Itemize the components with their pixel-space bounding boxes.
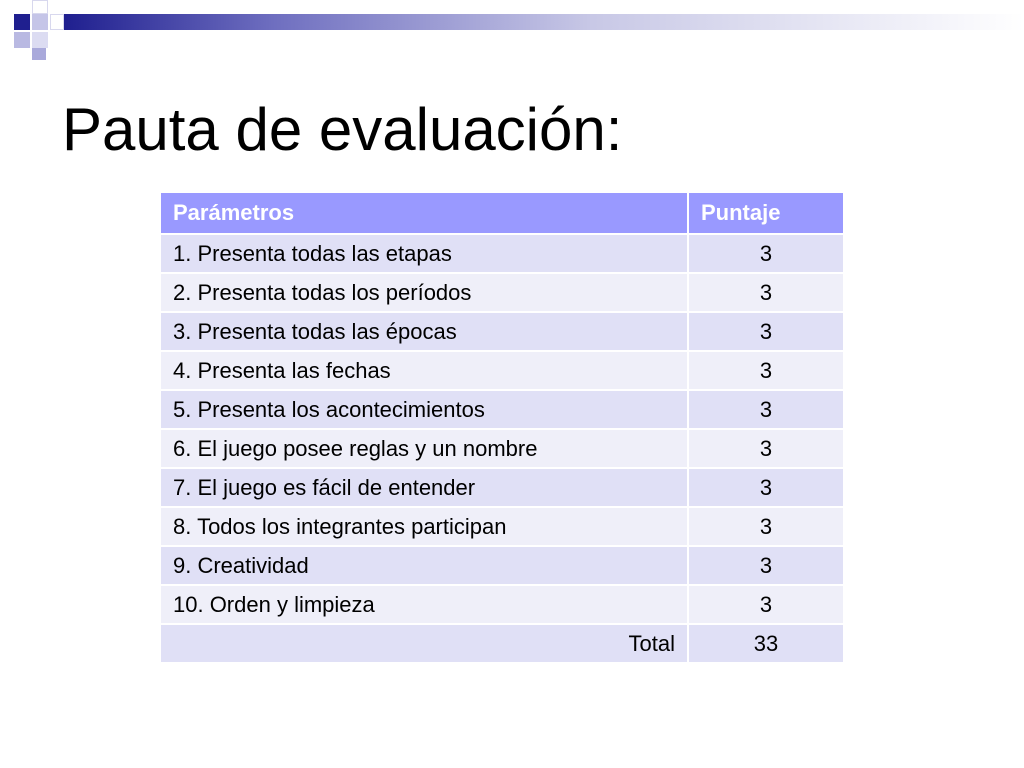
- parameter-cell: 9. Creatividad: [159, 545, 689, 586]
- table-row: 7. El juego es fácil de entender 3: [159, 467, 845, 508]
- table-header-row: Parámetros Puntaje: [159, 191, 845, 235]
- score-cell: 3: [687, 311, 845, 352]
- parameter-cell: 2. Presenta todas los períodos: [159, 272, 689, 313]
- decorative-square-light: [14, 32, 30, 48]
- decorative-square-mid: [32, 48, 46, 60]
- parameter-cell: 1. Presenta todas las etapas: [159, 233, 689, 274]
- score-cell: 3: [687, 389, 845, 430]
- decorative-gradient-bar: [64, 14, 1024, 30]
- parameter-cell: 7. El juego es fácil de entender: [159, 467, 689, 508]
- table-row: 6. El juego posee reglas y un nombre 3: [159, 428, 845, 469]
- score-cell: 3: [687, 428, 845, 469]
- decorative-square-outline: [32, 0, 48, 14]
- table-row: 9. Creatividad 3: [159, 545, 845, 586]
- column-header-parameters: Parámetros: [159, 191, 689, 235]
- parameter-cell: 6. El juego posee reglas y un nombre: [159, 428, 689, 469]
- table-row: 3. Presenta todas las épocas 3: [159, 311, 845, 352]
- table-total-row: Total 33: [159, 623, 845, 664]
- table-row: 4. Presenta las fechas 3: [159, 350, 845, 391]
- table-row: 10. Orden y limpieza 3: [159, 584, 845, 625]
- decorative-square-pale: [32, 32, 48, 48]
- decorative-square-outline: [50, 14, 64, 30]
- table-row: 2. Presenta todas los períodos 3: [159, 272, 845, 313]
- score-cell: 3: [687, 467, 845, 508]
- parameter-cell: 8. Todos los integrantes participan: [159, 506, 689, 547]
- parameter-cell: 10. Orden y limpieza: [159, 584, 689, 625]
- total-label: Total: [159, 623, 689, 664]
- table-row: 1. Presenta todas las etapas 3: [159, 233, 845, 274]
- table-row: 8. Todos los integrantes participan 3: [159, 506, 845, 547]
- rubric-table-container: Parámetros Puntaje 1. Presenta todas las…: [159, 191, 845, 664]
- score-cell: 3: [687, 584, 845, 625]
- table-row: 5. Presenta los acontecimientos 3: [159, 389, 845, 430]
- decorative-square-light: [32, 14, 48, 30]
- parameter-cell: 4. Presenta las fechas: [159, 350, 689, 391]
- score-cell: 3: [687, 233, 845, 274]
- column-header-score: Puntaje: [687, 191, 845, 235]
- parameter-cell: 3. Presenta todas las épocas: [159, 311, 689, 352]
- total-value: 33: [687, 623, 845, 664]
- score-cell: 3: [687, 350, 845, 391]
- score-cell: 3: [687, 272, 845, 313]
- slide-title: Pauta de evaluación:: [62, 96, 623, 163]
- rubric-table: Parámetros Puntaje 1. Presenta todas las…: [159, 191, 845, 664]
- score-cell: 3: [687, 545, 845, 586]
- parameter-cell: 5. Presenta los acontecimientos: [159, 389, 689, 430]
- decorative-square-dark: [14, 14, 30, 30]
- score-cell: 3: [687, 506, 845, 547]
